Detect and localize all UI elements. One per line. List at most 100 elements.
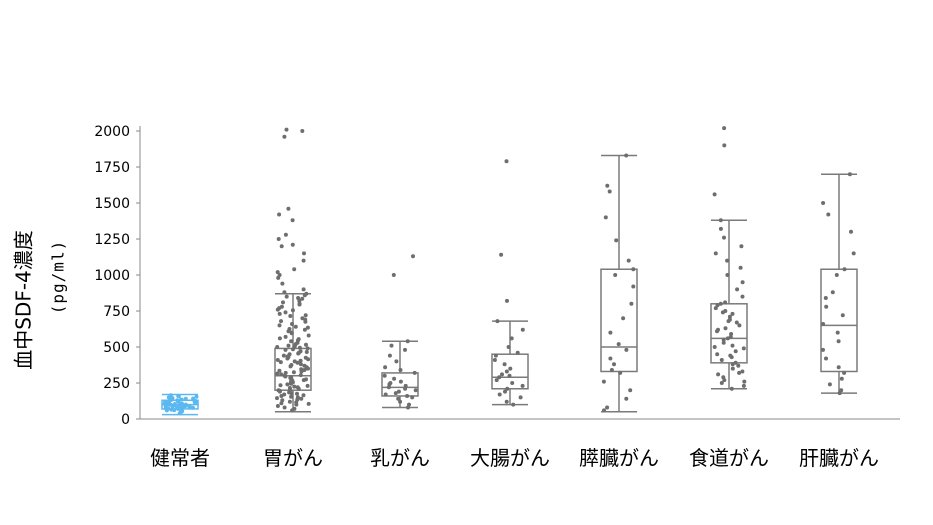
group-6 [820,172,858,396]
data-point [735,287,740,292]
data-point [839,388,844,393]
data-point [194,394,199,399]
y-tick-label: 0 [121,412,130,428]
data-point [190,405,195,410]
data-point [614,238,619,243]
data-point [280,398,285,403]
data-point [729,386,734,391]
data-point [282,134,287,139]
data-point [836,339,841,344]
data-point [504,369,509,374]
data-point [824,356,828,361]
data-point [824,304,829,309]
data-point [712,345,717,349]
y-tick-label: 2000 [94,124,130,140]
box-iqr [491,353,529,390]
data-point [618,370,623,375]
data-point [300,296,305,301]
data-point [608,356,613,361]
data-point [393,391,398,396]
data-point [287,399,292,404]
data-point [297,302,302,307]
data-point [299,367,304,372]
data-point [283,334,288,339]
data-point [509,336,514,341]
data-point [730,362,735,367]
data-point [288,376,293,380]
data-point [288,314,293,318]
data-point [275,396,279,401]
data-point [405,339,410,344]
data-point [631,267,636,272]
y-tick-label: 1000 [94,268,130,284]
data-point [821,201,826,205]
data-point [303,319,308,324]
data-point [281,300,285,305]
data-point [494,378,499,383]
group-4 [600,153,638,413]
x-category-label: 食道がん [689,446,769,470]
data-point [851,251,856,256]
data-point [290,218,295,223]
data-point [277,273,282,277]
data-point [405,394,410,398]
box-iqr [710,303,748,364]
data-point [278,383,283,388]
data-point [396,396,401,401]
data-point [520,383,525,388]
data-point [179,397,184,402]
group-1 [274,127,312,413]
data-point [299,396,304,401]
y-tick-label: 750 [103,304,130,320]
data-point [288,364,293,369]
data-point [728,353,733,358]
data-point [722,126,727,131]
data-point [306,401,311,406]
data-point [283,370,288,375]
x-category-label: 健常者 [150,446,210,470]
data-point [847,172,852,177]
y-tick-label: 1250 [94,232,130,248]
group-3 [491,159,529,407]
box-iqr [381,372,419,397]
data-point [407,402,411,407]
data-point [292,384,297,389]
data-point [282,290,287,295]
y-axis-title: 血中SDF-4濃度 (pg/ml) [0,0,80,525]
data-point [842,370,847,375]
data-point [277,212,282,217]
data-point [169,398,174,402]
data-point [849,229,853,234]
data-point [725,258,730,263]
data-point [168,393,173,398]
data-point [292,406,297,411]
data-point [289,331,294,336]
data-point [304,377,308,382]
data-point [730,311,735,316]
data-point [305,325,310,330]
data-point [716,327,720,332]
data-point [492,358,497,362]
data-point [396,389,401,394]
data-point [383,365,388,370]
data-point [502,362,507,367]
data-point [741,383,746,388]
group-0 [161,393,199,416]
data-point [718,301,723,306]
data-point [292,359,297,364]
data-point [163,400,168,405]
data-point [719,381,724,385]
data-point [721,337,726,342]
data-point [275,371,280,376]
data-point [821,322,826,326]
data-point [305,346,310,351]
data-point [403,383,408,388]
data-point [605,183,610,188]
data-point [506,345,511,349]
data-point [303,313,308,318]
data-point [493,353,498,358]
data-point [742,379,747,384]
data-point [387,353,392,358]
data-point [277,336,282,341]
data-point [275,270,280,275]
